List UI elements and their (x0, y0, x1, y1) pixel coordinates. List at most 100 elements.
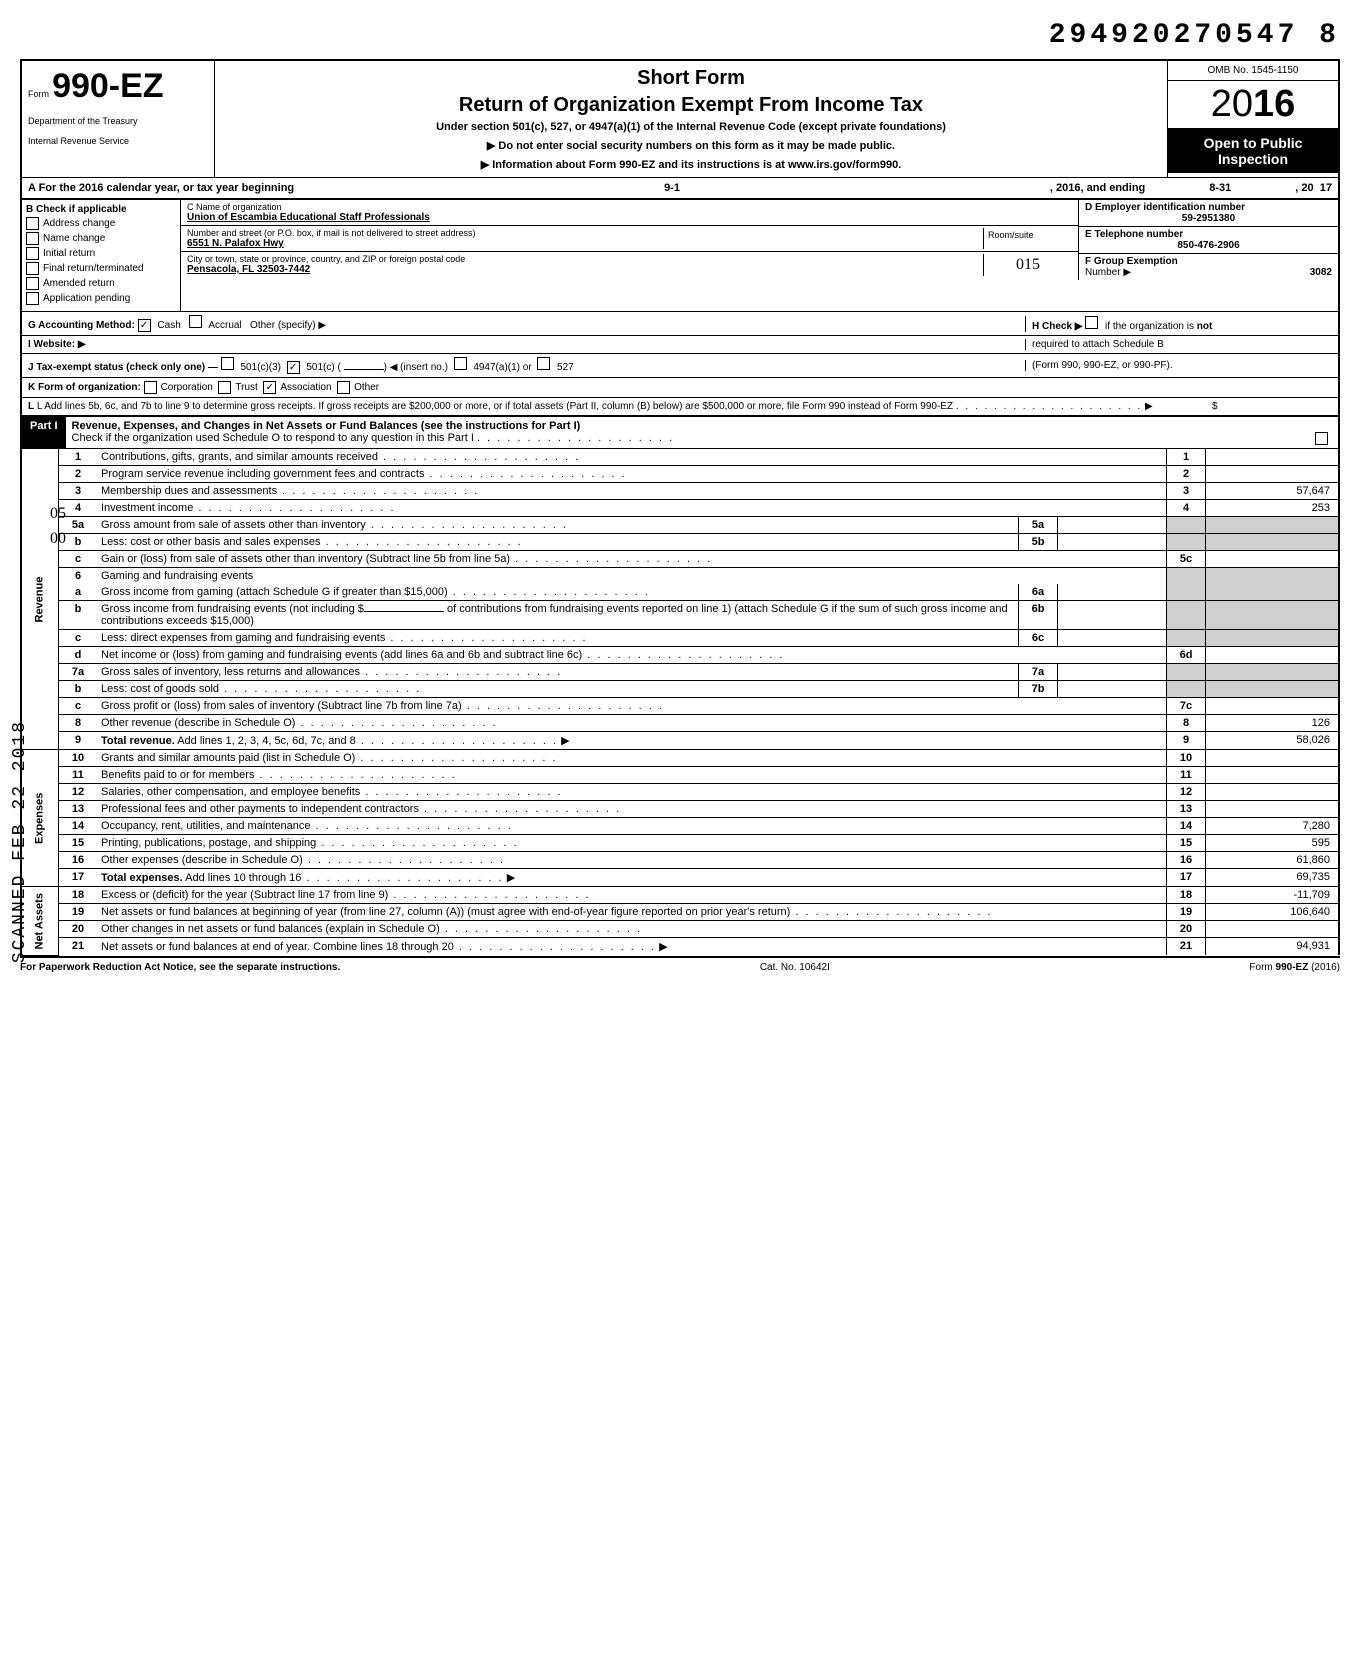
year-cell: OMB No. 1545-1150 2016 Open to Public In… (1167, 61, 1338, 177)
checkbox-h[interactable] (1085, 316, 1098, 329)
line-desc: Professional fees and other payments to … (101, 803, 419, 815)
line-desc: Salaries, other compensation, and employ… (101, 786, 360, 798)
amt-val: 94,931 (1206, 938, 1340, 956)
line-desc: Gain or (loss) from sale of assets other… (101, 553, 510, 565)
short-form-label: Short Form (225, 67, 1157, 90)
checkbox-icon[interactable] (26, 232, 39, 245)
room-suite: Room/suite (983, 228, 1072, 249)
group-exemption-row: F Group Exemption Number ▶ 3082 (1078, 254, 1338, 280)
dept-line1: Department of the Treasury (28, 116, 208, 126)
open-to-public: Open to Public Inspection (1168, 129, 1338, 173)
line-6b: b Gross income from fundraising events (… (21, 601, 1339, 630)
amt-shaded (1206, 601, 1340, 630)
checkbox-4947[interactable] (454, 357, 467, 370)
checkbox-icon[interactable] (26, 247, 39, 260)
line-6: 6 Gaming and fundraising events (21, 568, 1339, 585)
sub-val (1058, 681, 1167, 698)
form-number: 990-EZ (52, 67, 164, 105)
return-title: Return of Organization Exempt From Incom… (225, 94, 1157, 117)
i-label: I Website: ▶ (28, 339, 86, 350)
checkbox-cash[interactable]: ✓ (138, 319, 151, 332)
checkbox-other[interactable] (337, 381, 350, 394)
checkbox-icon[interactable] (26, 217, 39, 230)
ssn-warning: ▶ Do not enter social security numbers o… (225, 139, 1157, 152)
amt-val: 595 (1206, 835, 1340, 852)
amt-num: 11 (1167, 767, 1206, 784)
amt-num-shaded (1167, 517, 1206, 534)
l-text: L Add lines 5b, 6c, and 7b to line 9 to … (37, 401, 953, 412)
line-desc: Gross sales of inventory, less returns a… (101, 666, 360, 678)
line-desc: Benefits paid to or for members (101, 769, 254, 781)
netassets-sidebar: Net Assets (21, 887, 59, 956)
527-label: 527 (557, 362, 574, 373)
chk-label: Address change (43, 218, 115, 229)
line-5c: c Gain or (loss) from sale of assets oth… (21, 551, 1339, 568)
checkbox-trust[interactable] (218, 381, 231, 394)
street-label: Number and street (or P.O. box, if mail … (187, 228, 983, 238)
checkbox-527[interactable] (537, 357, 550, 370)
amt-num: 3 (1167, 483, 1206, 500)
line-15: 15 Printing, publications, postage, and … (21, 835, 1339, 852)
line-desc: Other changes in net assets or fund bala… (101, 923, 440, 935)
ein-row: D Employer identification number 59-2951… (1078, 200, 1338, 227)
amt-val (1206, 801, 1340, 818)
k-label: K Form of organization: (28, 382, 141, 393)
accrual-label: Accrual (208, 320, 241, 331)
title-cell: Short Form Return of Organization Exempt… (215, 61, 1167, 177)
amt-shaded (1206, 584, 1340, 601)
line-desc: Net assets or fund balances at beginning… (101, 906, 790, 918)
amt-num-shaded (1167, 601, 1206, 630)
checkbox-icon[interactable] (26, 292, 39, 305)
amt-num: 18 (1167, 887, 1206, 904)
row-a-end-label: , 20 (1295, 182, 1313, 194)
row-l: L L Add lines 5b, 6c, and 7b to line 9 t… (22, 398, 1338, 417)
line-num: 18 (59, 887, 98, 904)
amt-num: 8 (1167, 715, 1206, 732)
checkbox-501c[interactable]: ✓ (287, 361, 300, 374)
dept-line2: Internal Revenue Service (28, 136, 208, 146)
line-num: 16 (59, 852, 98, 869)
line-num: 12 (59, 784, 98, 801)
line-5a: 5a Gross amount from sale of assets othe… (21, 517, 1339, 534)
amt-shaded (1206, 517, 1340, 534)
sub-num: 7b (1019, 681, 1058, 698)
line-9: 9 Total revenue. Add lines 1, 2, 3, 4, 5… (21, 732, 1339, 750)
open-line2: Inspection (1172, 151, 1334, 167)
row-a-label: A For the 2016 calendar year, or tax yea… (28, 182, 294, 194)
col-b: B Check if applicable Address change Nam… (22, 200, 181, 311)
form-prefix: Form (28, 89, 49, 99)
amt-val (1206, 750, 1340, 767)
name-label: C Name of organization (187, 202, 1072, 212)
line-num: 9 (59, 732, 98, 750)
checkbox-icon[interactable] (26, 262, 39, 275)
checkbox-corp[interactable] (144, 381, 157, 394)
total-label: Total expenses. (101, 872, 183, 884)
line-num: 2 (59, 466, 98, 483)
sub-num: 6a (1019, 584, 1058, 601)
chk-label: Amended return (43, 278, 115, 289)
line-num: c (59, 630, 98, 647)
amt-val: 58,026 (1206, 732, 1340, 750)
line-desc: Less: cost of goods sold (101, 683, 219, 695)
info-line: ▶ Information about Form 990-EZ and its … (225, 158, 1157, 171)
line-desc: Other revenue (describe in Schedule O) (101, 717, 295, 729)
checkbox-schedule-o[interactable] (1315, 432, 1328, 445)
line-num: c (59, 698, 98, 715)
checkbox-501c3[interactable] (221, 357, 234, 370)
col-de: D Employer identification number 59-2951… (1078, 200, 1338, 311)
checkbox-assoc[interactable]: ✓ (263, 381, 276, 394)
amt-val (1206, 647, 1340, 664)
city-value: Pensacola, FL 32503-7442 (187, 264, 983, 275)
checkbox-accrual[interactable] (189, 315, 202, 328)
arrow-icon: ▶ (561, 735, 569, 747)
line-num: 17 (59, 869, 98, 887)
line-num: c (59, 551, 98, 568)
line-14: 14 Occupancy, rent, utilities, and maint… (21, 818, 1339, 835)
line-6c: c Less: direct expenses from gaming and … (21, 630, 1339, 647)
chk-final-return: Final return/terminated (26, 262, 176, 275)
line-3: 3 Membership dues and assessments 3 57,6… (21, 483, 1339, 500)
other-label: Other (354, 382, 379, 393)
line-13: 13 Professional fees and other payments … (21, 801, 1339, 818)
row-j-tax-status: J Tax-exempt status (check only one) — 5… (22, 354, 1338, 378)
checkbox-icon[interactable] (26, 277, 39, 290)
